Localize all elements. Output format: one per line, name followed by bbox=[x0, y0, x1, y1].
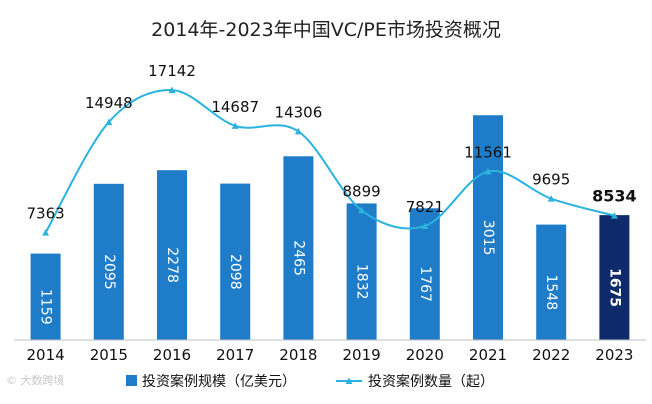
line-marker-2018 bbox=[294, 127, 302, 135]
line-label-2017: 14687 bbox=[211, 98, 259, 116]
bar-label-2014: 1159 bbox=[38, 289, 54, 325]
line-marker-2016 bbox=[168, 86, 176, 94]
line-marker-2015 bbox=[105, 118, 113, 126]
line-label-2019: 8899 bbox=[343, 182, 381, 200]
bar-2019 bbox=[346, 203, 377, 340]
x-tick-label-2021: 2021 bbox=[469, 346, 507, 364]
bar-2022 bbox=[536, 224, 567, 340]
legend-label-bar: 投资案例规模（亿美元） bbox=[142, 373, 296, 390]
line-label-2023: 8534 bbox=[592, 187, 637, 206]
line-label-2016: 17142 bbox=[148, 62, 196, 80]
x-tick-label-2018: 2018 bbox=[279, 346, 317, 364]
line-label-2020: 7821 bbox=[406, 198, 444, 216]
line-series: 7363 14948 17142 14687 14306 8899 7821 11561 969… bbox=[27, 62, 637, 236]
bar-2020 bbox=[409, 208, 440, 340]
line-label-2021: 11561 bbox=[464, 143, 512, 161]
legend: 投资案例规模（亿美元） 投资案例数量（起） bbox=[126, 373, 494, 390]
x-tick-label-2017: 2017 bbox=[216, 346, 254, 364]
legend-swatch-bar bbox=[126, 375, 137, 386]
line-marker-2022 bbox=[547, 195, 555, 202]
x-tick-label-2016: 2016 bbox=[153, 346, 191, 364]
line-marker-2014 bbox=[42, 229, 50, 236]
line-marker-2023 bbox=[610, 212, 618, 219]
bar-label-2021: 3015 bbox=[480, 220, 496, 256]
line-marker-2021 bbox=[484, 167, 492, 175]
bar-2021 bbox=[473, 115, 503, 340]
line-marker-2019 bbox=[358, 206, 366, 214]
line-label-2022: 9695 bbox=[532, 171, 570, 189]
x-tick-label-2022: 2022 bbox=[532, 346, 570, 364]
chart-title: 2014年-2023年中国VC/PE市场投资概况 bbox=[151, 19, 501, 41]
bar-2018 bbox=[283, 156, 314, 340]
line-label-2018: 14306 bbox=[275, 103, 323, 121]
x-axis: 2014 2015 2016 2017 2018 2019 2020 2021 2022 2023 bbox=[14, 339, 646, 364]
x-tick-label-2015: 2015 bbox=[90, 346, 128, 364]
x-tick-label-2023: 2023 bbox=[595, 346, 633, 364]
bar-label-2019: 1832 bbox=[354, 264, 370, 300]
bar-2014 bbox=[30, 253, 61, 340]
bar-label-2022: 1548 bbox=[543, 274, 559, 310]
bar-label-2017: 2098 bbox=[227, 254, 243, 290]
bar-2016 bbox=[157, 170, 187, 340]
x-tick-label-2020: 2020 bbox=[406, 346, 444, 364]
line-label-2015: 14948 bbox=[85, 94, 133, 112]
bar-label-2020: 1767 bbox=[417, 266, 433, 302]
line-marker-2017 bbox=[231, 122, 239, 129]
bar-label-2023: 1675 bbox=[606, 268, 622, 307]
legend-marker-line bbox=[345, 377, 353, 384]
watermark: © 大数跨境 bbox=[6, 374, 65, 387]
legend-label-line: 投资案例数量（起） bbox=[368, 373, 494, 390]
bar-2015 bbox=[93, 183, 124, 340]
line-path bbox=[44, 89, 615, 234]
bar-label-2015: 2095 bbox=[101, 254, 117, 290]
x-tick-label-2014: 2014 bbox=[27, 346, 65, 364]
line-label-2014: 7363 bbox=[27, 205, 65, 223]
x-tick-label-2019: 2019 bbox=[343, 346, 381, 364]
bar-label-2018: 2465 bbox=[290, 240, 306, 276]
bar-2017 bbox=[220, 183, 251, 340]
bar-label-2016: 2278 bbox=[164, 247, 180, 283]
bar-2023 bbox=[599, 215, 630, 340]
bar-series: 1159 2095 2278 2098 2465 1832 1767 3015 1548 1675 bbox=[30, 115, 630, 340]
line-marker-2020 bbox=[421, 222, 429, 229]
